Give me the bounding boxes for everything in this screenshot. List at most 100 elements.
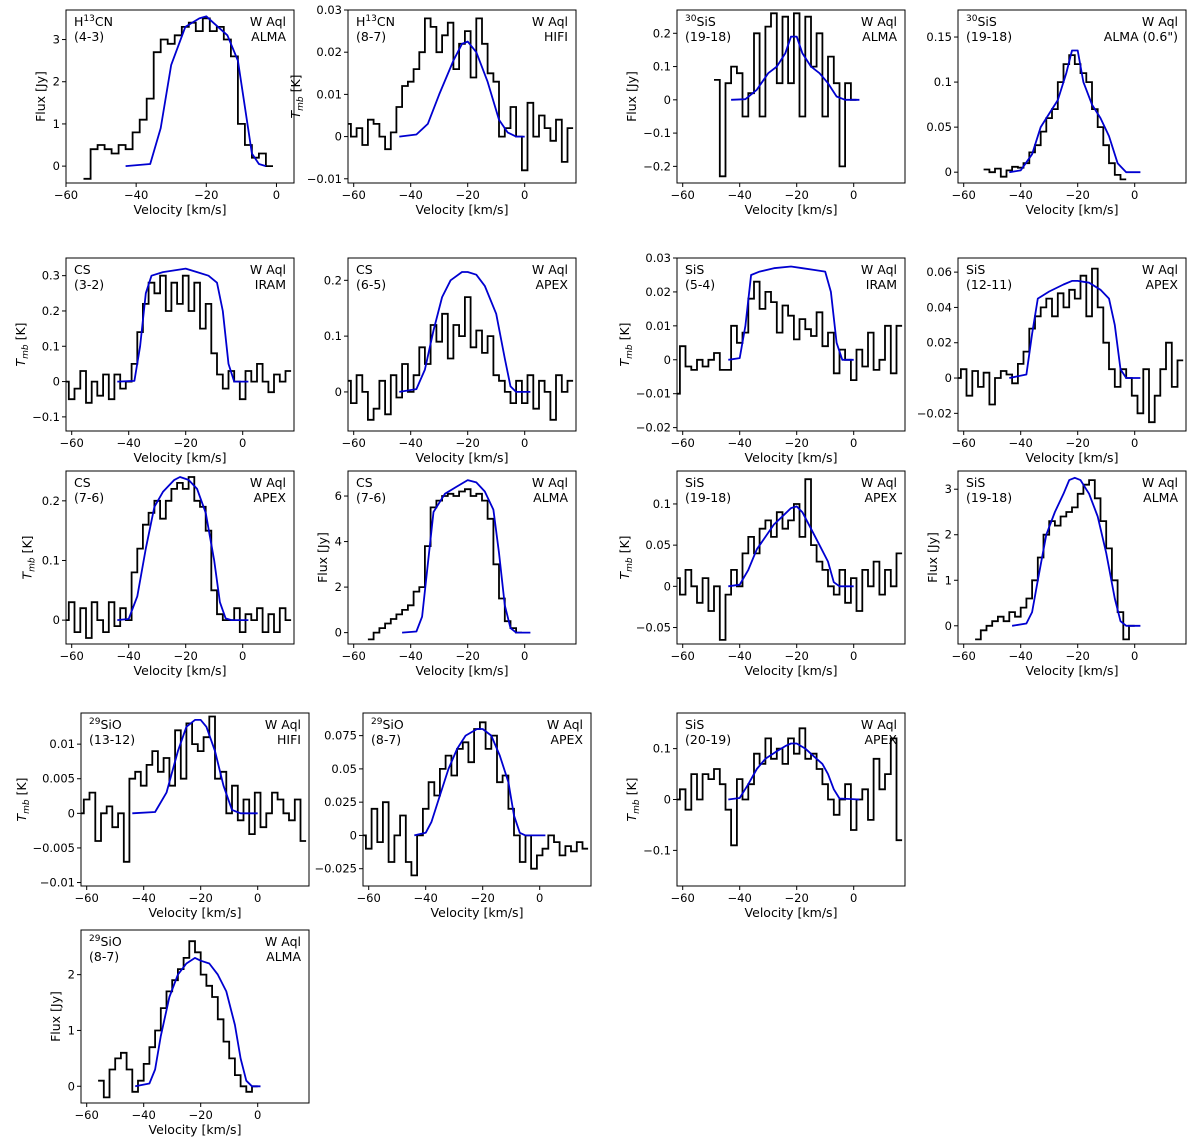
model-line: [414, 728, 546, 837]
source-label: W Aql: [861, 475, 897, 490]
y-tick-label: 0.2: [653, 26, 671, 40]
source-label: W Aql: [532, 475, 568, 490]
x-tick-label: −40: [399, 649, 423, 663]
y-tick-label: 0.1: [653, 60, 671, 74]
transition-label: (13-12): [89, 732, 135, 747]
y-tick-label: 0: [664, 579, 671, 593]
y-tick-label: 0: [68, 806, 75, 820]
y-tick-label: 1: [53, 117, 60, 131]
y-tick-label: 0.3: [42, 269, 60, 283]
observed-spectrum: [83, 17, 273, 180]
y-tick-label: 1: [945, 573, 952, 587]
y-tick-label: 0: [335, 130, 342, 144]
y-axis-label: Tmb [K]: [624, 777, 642, 821]
x-tick-label: 0: [1131, 188, 1138, 202]
y-tick-label: 0.03: [645, 251, 671, 265]
y-tick-label: 0.1: [324, 329, 342, 343]
axes-frame: [676, 470, 906, 645]
source-label: W Aql: [532, 262, 568, 277]
x-axis-label: Velocity [km/s]: [745, 905, 838, 920]
observed-spectrum: [363, 721, 589, 877]
model-line: [117, 267, 249, 383]
y-tick-label: 0.2: [42, 494, 60, 508]
transition-label: (20-19): [685, 732, 731, 747]
model-line: [1009, 280, 1141, 379]
axes-frame: [80, 929, 310, 1104]
x-tick-label: 0: [850, 891, 857, 905]
y-axis-label: Flux [Jy]: [315, 532, 330, 583]
model-line: [135, 957, 261, 1088]
model-line: [1011, 476, 1141, 627]
y-tick-label: 0: [335, 385, 342, 399]
y-tick-label: −0.01: [307, 172, 342, 186]
observed-spectrum: [348, 17, 574, 172]
x-tick-label: 0: [1131, 436, 1138, 450]
x-tick-label: 0: [521, 649, 528, 663]
x-tick-label: −40: [728, 436, 752, 450]
y-tick-label: 0.05: [331, 762, 357, 776]
y-tick-label: 2: [68, 968, 75, 982]
x-tick-label: −60: [60, 649, 84, 663]
y-tick-label: 2: [945, 528, 952, 542]
x-tick-label: 0: [1131, 649, 1138, 663]
x-tick-label: −20: [456, 188, 480, 202]
molecule-label: CS: [74, 475, 91, 490]
y-axis-label: Tmb [K]: [288, 74, 306, 118]
transition-label: (8-7): [89, 949, 119, 964]
y-tick-label: −0.02: [636, 421, 671, 435]
observed-spectrum: [66, 476, 292, 639]
molecule-label: CS: [356, 262, 373, 277]
molecule-label: 30SiS: [966, 14, 997, 29]
x-tick-label: −40: [414, 891, 438, 905]
transition-label: (19-18): [966, 490, 1012, 505]
y-tick-label: −0.01: [40, 876, 75, 890]
transition-label: (4-3): [74, 29, 104, 44]
x-axis-label: Velocity [km/s]: [1026, 202, 1119, 217]
transition-label: (19-18): [966, 29, 1012, 44]
x-tick-label: −20: [785, 891, 809, 905]
x-tick-label: −20: [785, 649, 809, 663]
molecule-label: CS: [74, 262, 91, 277]
y-tick-label: 0.02: [926, 336, 952, 350]
y-tick-label: 2: [335, 580, 342, 594]
y-tick-label: 0: [664, 93, 671, 107]
transition-label: (5-4): [685, 277, 715, 292]
molecule-label: SiS: [685, 717, 704, 732]
x-tick-label: −20: [194, 188, 218, 202]
telescope-label: IRAM: [866, 277, 897, 292]
y-axis-label: Flux [Jy]: [33, 71, 48, 122]
x-tick-label: −60: [342, 436, 366, 450]
y-tick-label: 0.02: [645, 285, 671, 299]
telescope-label: ALMA: [1143, 490, 1178, 505]
y-tick-label: 0.02: [316, 45, 342, 59]
telescope-label: ALMA: [533, 490, 568, 505]
x-tick-label: −60: [952, 649, 976, 663]
y-tick-label: 0: [664, 793, 671, 807]
x-tick-label: −40: [1009, 436, 1033, 450]
telescope-label: APEX: [535, 277, 568, 292]
x-tick-label: −20: [174, 436, 198, 450]
y-tick-label: 0.1: [42, 553, 60, 567]
y-tick-label: 3: [53, 33, 60, 47]
x-tick-label: 0: [273, 188, 280, 202]
x-tick-label: −60: [60, 436, 84, 450]
x-tick-label: −20: [456, 649, 480, 663]
y-tick-label: 0: [350, 828, 357, 842]
telescope-label: ALMA (0.6"): [1104, 29, 1178, 44]
source-label: W Aql: [861, 717, 897, 732]
y-tick-label: 6: [335, 489, 342, 503]
x-tick-label: −20: [471, 891, 495, 905]
axes-frame: [676, 9, 906, 184]
telescope-label: HIFI: [544, 29, 568, 44]
model-line: [731, 35, 860, 101]
x-tick-label: 0: [850, 436, 857, 450]
observed-spectrum: [81, 715, 307, 863]
model-line: [1009, 49, 1141, 174]
telescope-label: ALMA: [266, 949, 301, 964]
y-tick-label: −0.1: [643, 126, 671, 140]
x-tick-label: −60: [342, 649, 366, 663]
x-tick-label: −20: [1066, 436, 1090, 450]
panel-sis-1211-apex: −60 −40 −20 0 −0.02 0 0.02 0.04 0.06 Velocity [km…: [917, 257, 1187, 465]
y-tick-label: 0.01: [316, 87, 342, 101]
